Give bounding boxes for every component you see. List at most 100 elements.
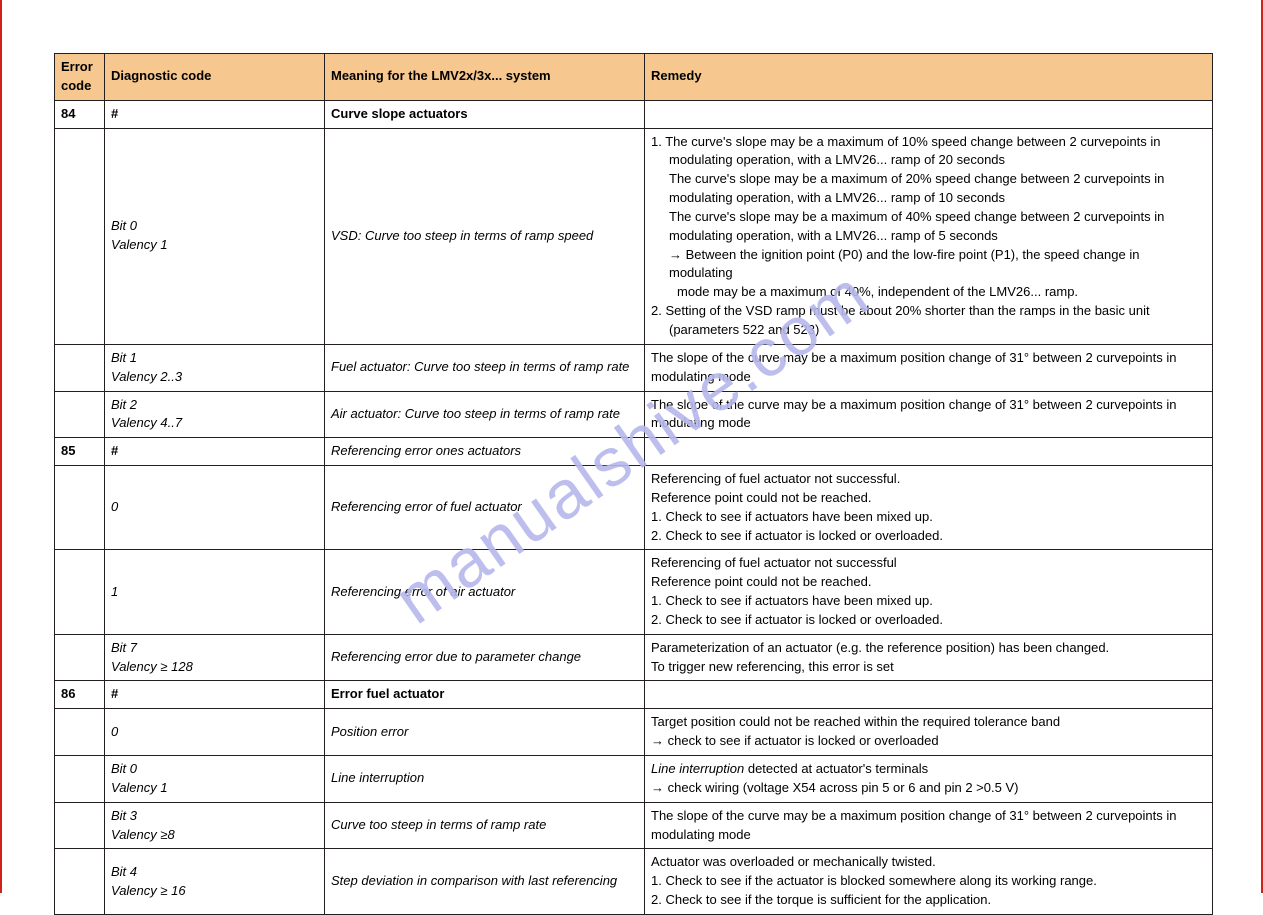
table-row: 86#Error fuel actuator xyxy=(55,681,1213,709)
cell-meaning-line: Curve slope actuators xyxy=(331,105,638,124)
cell-remedy-line: Target position could not be reached wit… xyxy=(651,713,1206,732)
cell-diagnostic: 1 xyxy=(105,550,325,634)
cell-error-code xyxy=(55,634,105,681)
cell-remedy-line: modulating operation, with a LMV26... ra… xyxy=(651,189,1206,208)
table-row: 1Referencing error of air actuator Refere… xyxy=(55,550,1213,634)
cell-error-code: 85 xyxy=(55,438,105,466)
cell-remedy-line: modulating mode xyxy=(651,826,1206,845)
cell-remedy xyxy=(645,100,1213,128)
cell-remedy-line: 2. Check to see if actuator is locked or… xyxy=(651,611,1206,630)
table-row: Bit 3Valency ≥8 Curve too steep in terms … xyxy=(55,802,1213,849)
cell-remedy-line: The slope of the curve may be a maximum … xyxy=(651,807,1206,826)
cell-remedy: Parameterization of an actuator (e.g. th… xyxy=(645,634,1213,681)
cell-meaning-line: VSD: Curve too steep in terms of ramp sp… xyxy=(331,227,638,246)
cell-error-code xyxy=(55,756,105,803)
cell-remedy-line: → check wiring (voltage X54 across pin 5… xyxy=(651,779,1206,798)
cell-diagnostic: Bit 3Valency ≥8 xyxy=(105,802,325,849)
cell-meaning: Referencing error of fuel actuator xyxy=(325,466,645,550)
cell-diagnostic-line: Bit 7 xyxy=(111,639,318,658)
cell-remedy-line: mode may be a maximum of 40%, independen… xyxy=(651,283,1206,302)
cell-diagnostic-line: Valency ≥ 128 xyxy=(111,658,318,677)
cell-meaning-line: Curve too steep in terms of ramp rate xyxy=(331,816,638,835)
cell-diagnostic-line: Valency 2..3 xyxy=(111,368,318,387)
table-row: Bit 0Valency 1Line interruptionLine inte… xyxy=(55,756,1213,803)
cell-meaning-line: Error fuel actuator xyxy=(331,685,638,704)
cell-diagnostic-line: Bit 0 xyxy=(111,217,318,236)
cell-remedy xyxy=(645,438,1213,466)
cell-remedy-line: 1. Check to see if the actuator is block… xyxy=(651,872,1206,891)
cell-remedy-line: The curve's slope may be a maximum of 40… xyxy=(651,208,1206,227)
cell-meaning: Referencing error due to parameter chang… xyxy=(325,634,645,681)
table-header: Error code Diagnostic code Meaning for t… xyxy=(55,54,1213,101)
cell-remedy-line: → check to see if actuator is locked or … xyxy=(651,732,1206,751)
cell-diagnostic: Bit 0Valency 1 xyxy=(105,756,325,803)
cell-remedy: Referencing of fuel actuator not success… xyxy=(645,550,1213,634)
table-row: 85# Referencing error ones actuators xyxy=(55,438,1213,466)
cell-remedy-line: (parameters 522 and 523) xyxy=(651,321,1206,340)
cell-diagnostic: # xyxy=(105,100,325,128)
cell-remedy-line: modulating mode xyxy=(651,368,1206,387)
cell-meaning: Line interruption xyxy=(325,756,645,803)
cell-meaning: Referencing error of air actuator xyxy=(325,550,645,634)
cell-remedy-line: Reference point could not be reached. xyxy=(651,489,1206,508)
table-row: Bit 0Valency 1 VSD: Curve too steep in te… xyxy=(55,128,1213,344)
cell-meaning-line: Air actuator: Curve too steep in terms o… xyxy=(331,405,638,424)
cell-meaning: Position error xyxy=(325,709,645,756)
table-row: Bit 4Valency ≥ 16Step deviation in compa… xyxy=(55,849,1213,915)
cell-error-code: 84 xyxy=(55,100,105,128)
cell-diagnostic-line: Valency 1 xyxy=(111,779,318,798)
cell-remedy-line: The slope of the curve may be a maximum … xyxy=(651,349,1206,368)
cell-remedy-line: 2. Check to see if actuator is locked or… xyxy=(651,527,1206,546)
cell-error-code xyxy=(55,550,105,634)
cell-error-code xyxy=(55,128,105,344)
cell-meaning: Referencing error ones actuators xyxy=(325,438,645,466)
cell-diagnostic-line: Valency 1 xyxy=(111,236,318,255)
cell-remedy xyxy=(645,681,1213,709)
cell-remedy: Target position could not be reached wit… xyxy=(645,709,1213,756)
cell-error-code xyxy=(55,849,105,915)
cell-remedy: The slope of the curve may be a maximum … xyxy=(645,344,1213,391)
table-body: 84#Curve slope actuatorsBit 0Valency 1VS… xyxy=(55,100,1213,914)
cell-diagnostic-line: Bit 1 xyxy=(111,349,318,368)
cell-diagnostic-line: # xyxy=(111,685,318,704)
cell-remedy: The slope of the curve may be a maximum … xyxy=(645,391,1213,438)
cell-diagnostic: 0 xyxy=(105,709,325,756)
cell-meaning-line: Line interruption xyxy=(331,769,638,788)
cell-remedy-line: → Between the ignition point (P0) and th… xyxy=(651,246,1206,284)
cell-diagnostic-line: Bit 2 xyxy=(111,396,318,415)
table-row: 84 # Curve slope actuators xyxy=(55,100,1213,128)
table-row: Bit 7Valency ≥ 128 Referencing error due … xyxy=(55,634,1213,681)
cell-meaning-line: Step deviation in comparison with last r… xyxy=(331,872,638,891)
cell-remedy-line: modulating operation, with a LMV26... ra… xyxy=(651,151,1206,170)
cell-diagnostic-line: 0 xyxy=(111,498,318,517)
cell-meaning-line: Fuel actuator: Curve too steep in terms … xyxy=(331,358,638,377)
table-row: Bit 2Valency 4..7Air actuator: Curve too… xyxy=(55,391,1213,438)
cell-error-code xyxy=(55,344,105,391)
cell-remedy-line: modulating operation, with a LMV26... ra… xyxy=(651,227,1206,246)
cell-remedy-line: 1. Check to see if actuators have been m… xyxy=(651,508,1206,527)
cell-remedy-line: The slope of the curve may be a maximum … xyxy=(651,396,1206,415)
cell-error-code xyxy=(55,802,105,849)
cell-diagnostic-line: 0 xyxy=(111,723,318,742)
cell-meaning-line: Referencing error ones actuators xyxy=(331,442,638,461)
cell-meaning: Fuel actuator: Curve too steep in terms … xyxy=(325,344,645,391)
cell-meaning: Curve slope actuators xyxy=(325,100,645,128)
cell-diagnostic: Bit 7Valency ≥ 128 xyxy=(105,634,325,681)
cell-diagnostic: Bit 0Valency 1 xyxy=(105,128,325,344)
table-row: 0 Position error Target position could not… xyxy=(55,709,1213,756)
cell-error-code xyxy=(55,466,105,550)
cell-remedy-line: Reference point could not be reached. xyxy=(651,573,1206,592)
cell-diagnostic-line: Bit 4 xyxy=(111,863,318,882)
cell-diagnostic-line: # xyxy=(111,105,318,124)
cell-remedy-line: Referencing of fuel actuator not success… xyxy=(651,554,1206,573)
cell-remedy-line: 2. Setting of the VSD ramp must be about… xyxy=(651,302,1206,321)
cell-meaning: Error fuel actuator xyxy=(325,681,645,709)
col-header-remedy: Remedy xyxy=(645,54,1213,101)
cell-meaning: VSD: Curve too steep in terms of ramp sp… xyxy=(325,128,645,344)
cell-diagnostic-line: Bit 0 xyxy=(111,760,318,779)
cell-diagnostic: # xyxy=(105,438,325,466)
cell-remedy-line: 1. The curve's slope may be a maximum of… xyxy=(651,133,1206,152)
cell-meaning-line: Referencing error due to parameter chang… xyxy=(331,648,638,667)
document-page: manualshive.com Error code Diagnostic co… xyxy=(0,0,1263,893)
cell-remedy-line: Parameterization of an actuator (e.g. th… xyxy=(651,639,1206,658)
